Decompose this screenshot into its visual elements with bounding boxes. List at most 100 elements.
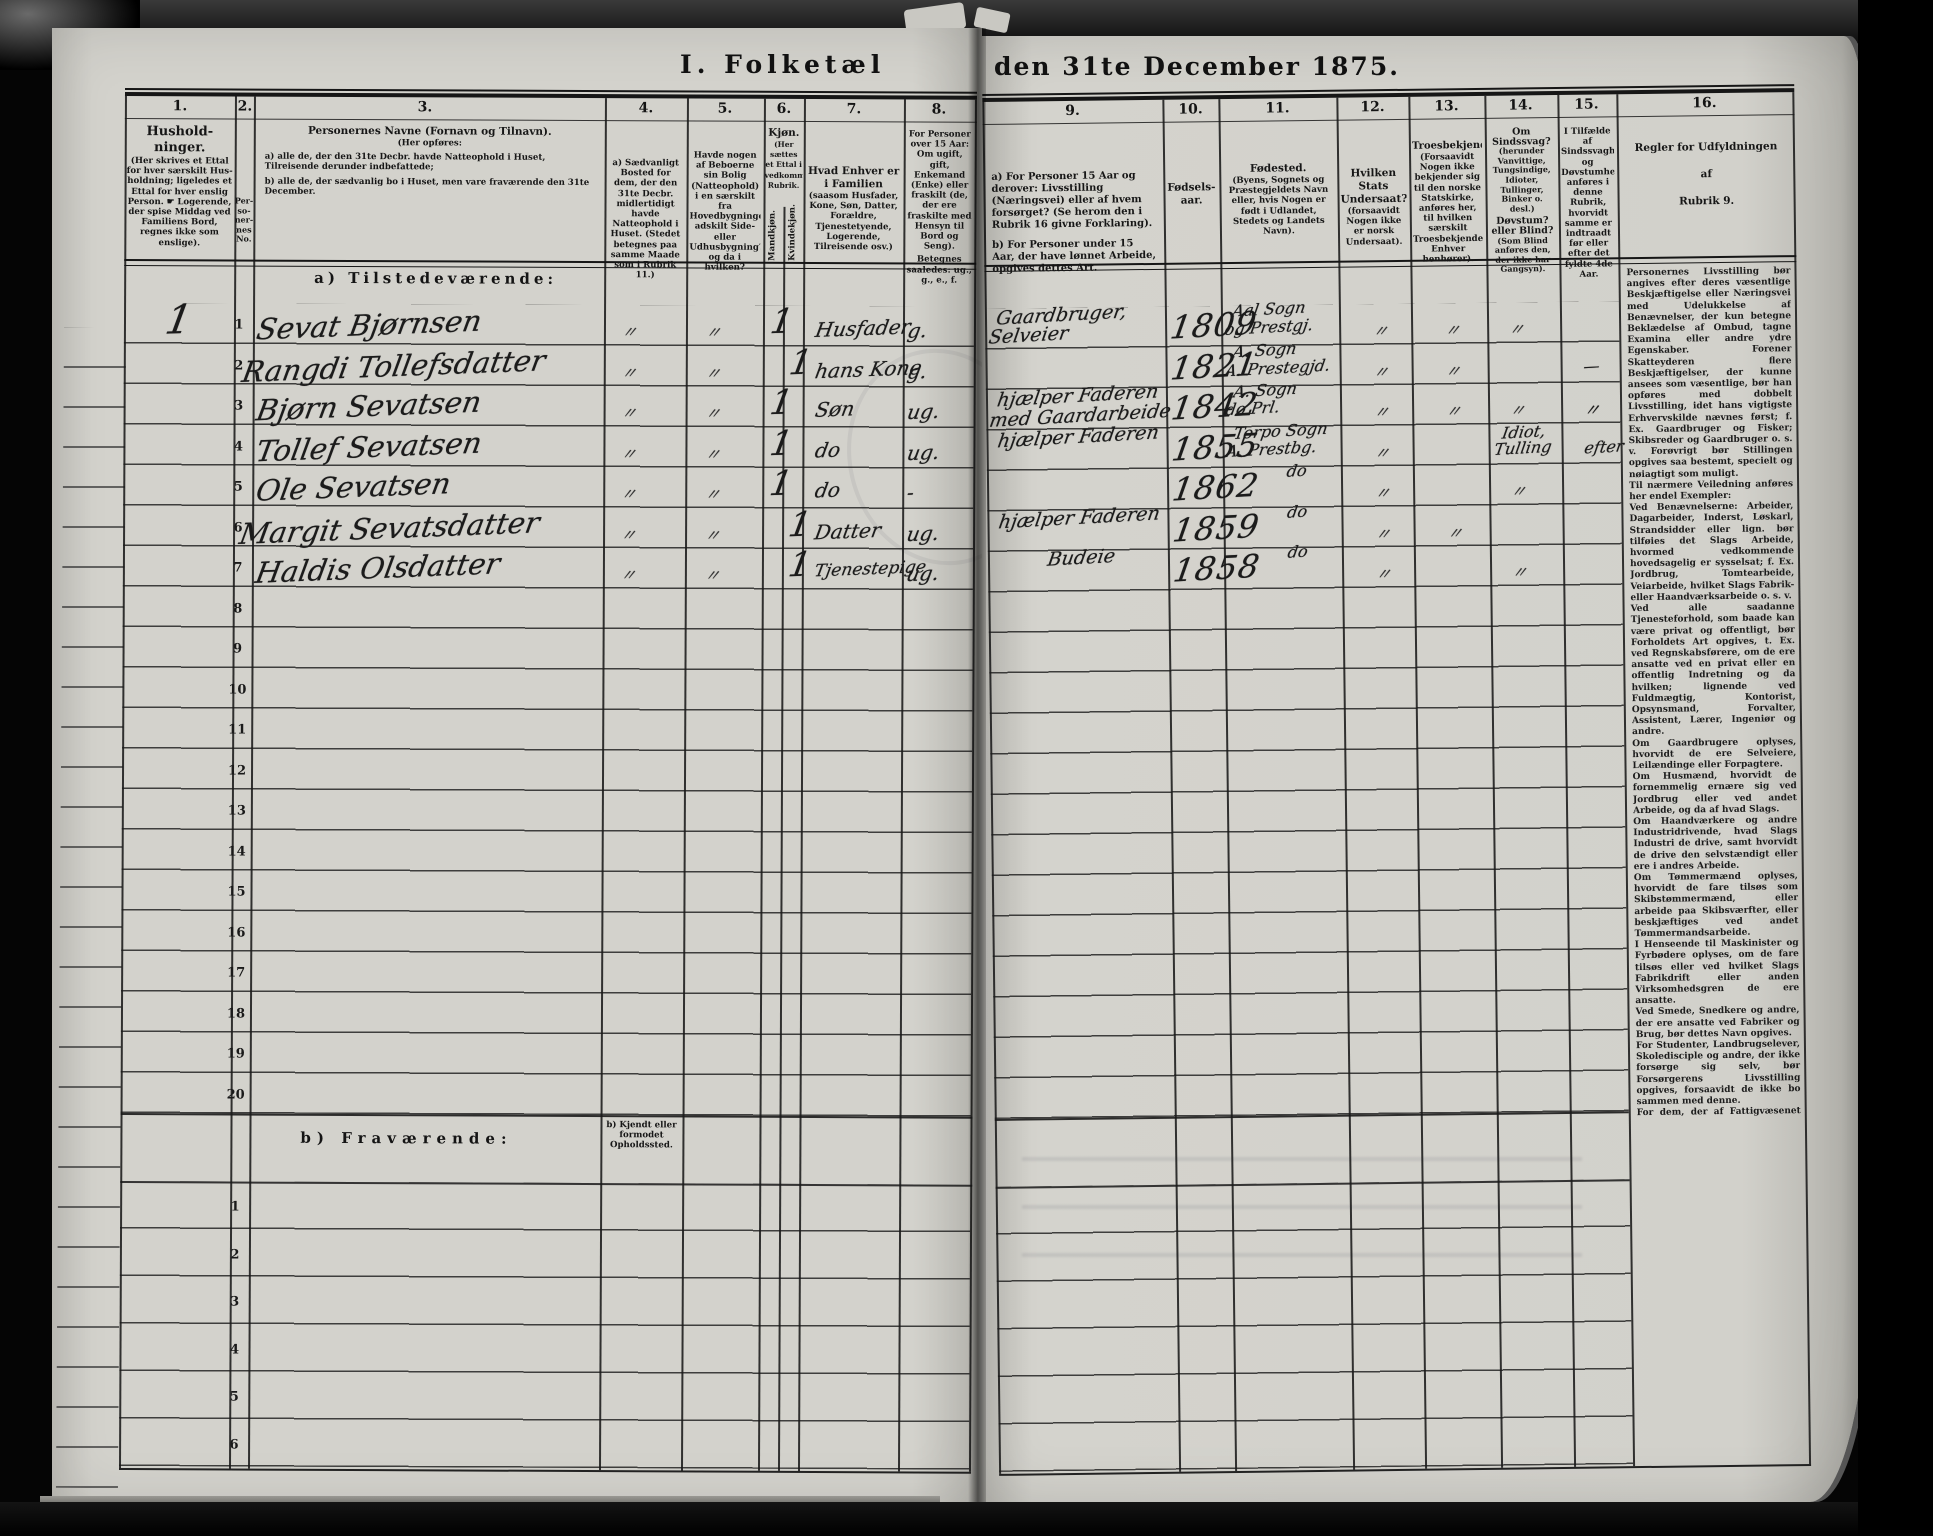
col14-title2: Døvstum? eller Blind? (1491, 215, 1554, 237)
col10-title: Fødsels-aar. (1167, 181, 1216, 207)
row-lines-absent (119, 1180, 971, 1470)
col14-header: Om Sindssvag? (herunder Vanvittige, Tung… (1488, 127, 1557, 275)
row-number: 10 (228, 681, 247, 698)
ditto-outbuilding: 〃 (703, 566, 722, 585)
col3-sub: (Her opføres: (397, 138, 462, 149)
onset-note: efter (1582, 435, 1626, 458)
census-table-right: 9. 10. 11. 12. 13. 14. 15. 16. a) For Pe… (982, 88, 1812, 1476)
birthplace: do (1285, 501, 1309, 522)
row-lines-absent (995, 1179, 1634, 1472)
birthplace-line2: do Prl. (1224, 397, 1282, 420)
col4-number: 4. (638, 100, 654, 117)
col3-title: Personernes Navne (Fornavn og Tilnavn). (307, 124, 552, 138)
ditto-outbuilding: 〃 (703, 485, 722, 504)
col13-title: Troesbekjendelse. (1411, 139, 1484, 152)
col7-title: Hvad Enhver er i Familien (807, 164, 900, 191)
col7-number: 7. (846, 101, 862, 118)
person-name: Haldis Olsdatter (252, 546, 503, 590)
col2-header: Per- so- ner- nes No. (234, 196, 254, 244)
record-row: Tollef Sevatsen 〃 〃 1 do ug. (123, 423, 975, 469)
col12-header: Hvilken Stats Undersaat? (forsaavidt Nog… (1340, 166, 1408, 248)
row-number: 14 (227, 843, 246, 860)
section-present-label: a) Tilstedeværende: (314, 268, 558, 288)
row-number: 18 (226, 1005, 246, 1022)
marital-status: g. (905, 358, 930, 384)
col14-number: 14. (1508, 97, 1533, 114)
birthplace-line2: og Prestgj. (1223, 315, 1315, 339)
col5-number: 5. (717, 100, 733, 117)
family-position: Søn (813, 396, 857, 422)
row-numbers-present: 1 2 3 4 5 6 7 8 9 10 11 12 13 14 15 16 17 18 19 20 (125, 96, 977, 1102)
col15-header: I Tilfælde af Sindssvaghed og Døvstumhed… (1560, 126, 1616, 280)
col13-header: Troesbekjendelse. (Forsaavidt Nogen ikke… (1412, 140, 1484, 265)
header-number-rule (982, 114, 1795, 126)
person-name: Ole Sevatsen (253, 466, 454, 508)
occupation: Budeie (1045, 544, 1117, 571)
row-number: 2 (230, 1246, 240, 1263)
record-row: Haldis Olsdatter 〃 〃 1 Tjenestepige ug. (123, 545, 975, 591)
col12-title: Hvilken Stats Undersaat? (1340, 166, 1408, 206)
scanner-background-right (1858, 0, 1933, 1536)
col11-body: (Byens, Sognets og Præstegjeldets Navn e… (1228, 174, 1329, 237)
col10-number: 10. (1178, 101, 1203, 118)
onset-note: — (1582, 355, 1602, 376)
col1-number: 1. (172, 98, 188, 115)
col6-header: Kjøn. (Her sættes et Ettal i vedkommende… (765, 127, 803, 191)
col16-line2: af (1700, 168, 1713, 181)
ditto-residence: 〃 (620, 322, 639, 342)
ditto-citizenship: 〃 (1372, 402, 1391, 422)
ditto-residence: 〃 (619, 525, 638, 544)
col10-header: Fødsels-aar. (1165, 181, 1217, 208)
ditto-disability: 〃 (1508, 401, 1527, 420)
ditto-citizenship: 〃 (1372, 362, 1391, 382)
col14-body2: (Som Blind anføres den, der ikke har Gan… (1494, 234, 1551, 275)
col11-number: 11. (1265, 100, 1290, 117)
female-mark: 1 (785, 504, 815, 545)
page-title-right: den 31te December 1875. (994, 52, 1400, 81)
male-mark: 1 (767, 382, 796, 424)
row-number: 11 (228, 722, 247, 738)
ditto-residence: 〃 (619, 444, 638, 463)
ditto-residence: 〃 (620, 363, 639, 382)
record-row: Bjørn Sevatsen 〃 〃 1 Søn ug. (124, 382, 976, 429)
ditto-citizenship: 〃 (1373, 443, 1392, 463)
col9-number: 9. (1065, 102, 1080, 120)
person-name: Margit Sevatsdatter (236, 504, 543, 551)
row-number: 19 (226, 1046, 245, 1062)
row-number: 17 (227, 965, 246, 981)
col16-header: Regler for Udfyldningen af Rubrik 9. (1623, 140, 1790, 209)
page-title-left: I. Folketæl (680, 50, 886, 79)
row-number: 15 (227, 884, 246, 900)
col13-number: 13. (1434, 98, 1459, 115)
row-number: 3 (230, 1294, 240, 1310)
record-row: Rangdi Tollefsdatter 〃 〃 1 hans Kone g. (124, 342, 976, 388)
row-number: 13 (227, 803, 246, 819)
col1-header: Hushold-ninger. (Her skrives et Ettal fo… (126, 124, 233, 248)
row-number: 20 (226, 1086, 245, 1103)
marital-status: g. (905, 318, 930, 343)
col8-body: For Personer over 15 Aar: Om ugift, gift… (907, 129, 972, 252)
family-position: do (813, 437, 843, 463)
col12-body: (forsaavidt Nogen ikke er norsk Undersaa… (1345, 205, 1403, 248)
col6-note: (Her sættes et Ettal i vedkommende Rubri… (764, 139, 803, 190)
birth-year: 1862 (1169, 465, 1262, 509)
ditto-outbuilding: 〃 (704, 363, 723, 383)
row-number: 8 (233, 600, 243, 617)
ditto-citizenship: 〃 (1374, 524, 1393, 544)
ditto-faith: 〃 (1444, 361, 1463, 381)
female-mark: 1 (786, 342, 816, 383)
disability-note-line2: Tulling (1492, 436, 1554, 459)
ditto-outbuilding: 〃 (703, 444, 722, 464)
household-number: 1 (161, 296, 196, 344)
male-mark: 1 (766, 463, 796, 505)
col1-note: (Her skrives et Ettal for hver særskilt … (126, 156, 233, 248)
col16-line1: Regler for Udfyldningen (1634, 140, 1778, 155)
col5-header: Havde nogen af Beboerne sin Bolig (Natte… (689, 150, 761, 273)
ditto-faith: 〃 (1446, 523, 1465, 543)
male-mark: 1 (767, 301, 797, 343)
ditto-citizenship: 〃 (1371, 321, 1390, 341)
scanner-background-bottom (0, 1502, 1933, 1536)
family-position: Datter (812, 517, 883, 544)
marital-status: ug. (904, 520, 942, 546)
